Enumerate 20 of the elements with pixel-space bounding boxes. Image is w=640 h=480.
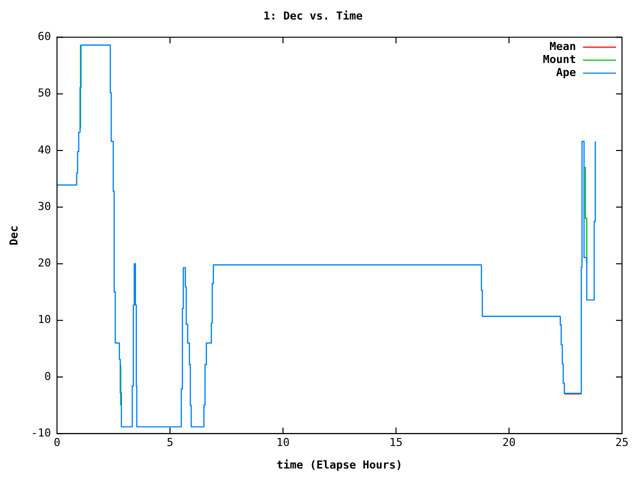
y-tick-label: 60 <box>38 30 51 44</box>
x-tick-label: 10 <box>276 436 290 450</box>
y-tick-label: 40 <box>38 143 51 156</box>
x-tick-label: 25 <box>615 436 629 450</box>
y-tick-label: 10 <box>38 313 51 326</box>
x-tick-label: 20 <box>502 436 516 450</box>
y-tick-label: 20 <box>38 256 51 270</box>
x-axis-title: time (Elapse Hours) <box>276 458 402 472</box>
x-tick-label: 5 <box>166 436 174 450</box>
x-tick-label: 0 <box>54 436 60 450</box>
x-tick-label: 15 <box>389 436 403 450</box>
y-tick-label: 50 <box>38 86 51 100</box>
y-tick-label: 0 <box>44 370 51 383</box>
y-axis-title: Dec <box>7 225 20 246</box>
legend-label: Mean <box>550 40 576 54</box>
chart-title: 1: Dec vs. Time <box>263 9 364 22</box>
y-tick-label: -10 <box>31 426 51 440</box>
y-tick-label: 30 <box>38 200 51 213</box>
legend-label: Ape <box>556 66 576 80</box>
legend-label: Mount <box>542 53 576 66</box>
